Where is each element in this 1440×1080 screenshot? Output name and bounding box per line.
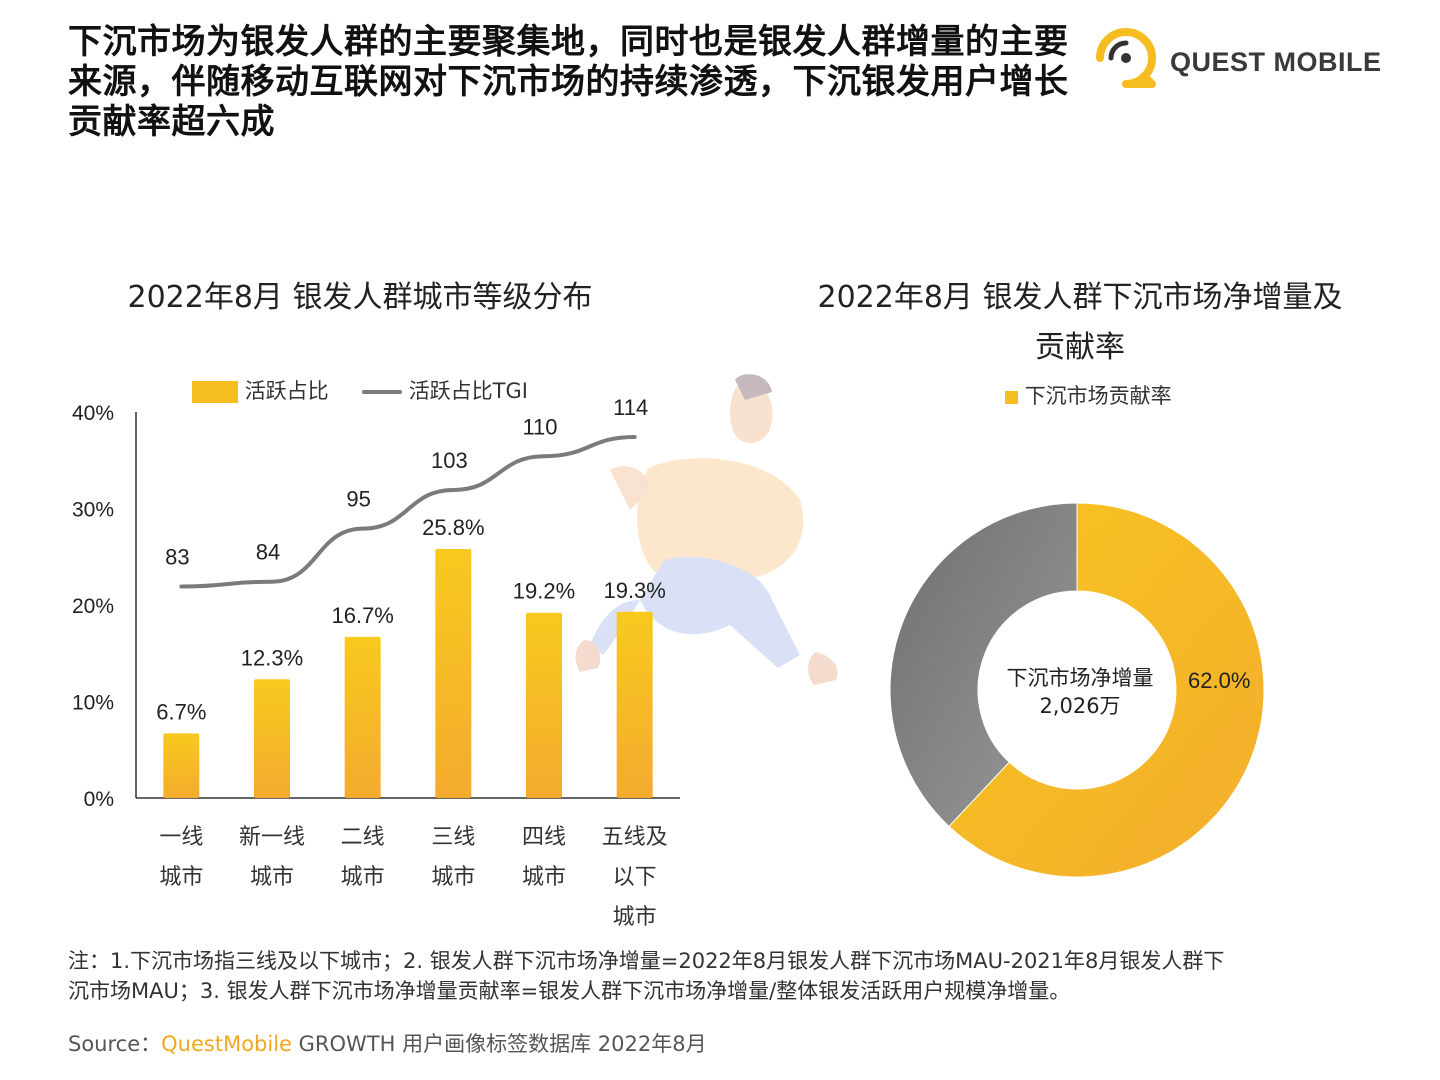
bar-chart-title: 2022年8月 银发人群城市等级分布 — [127, 280, 593, 315]
donut-slice-remainder — [889, 502, 1078, 828]
bar-value-label: 16.7% — [331, 603, 393, 628]
y-tick-label: 10% — [72, 692, 114, 715]
donut-center-line-2: 2,026万 — [1039, 694, 1121, 718]
quest-mobile-logo-icon — [1096, 28, 1156, 88]
running-person-illustration — [575, 374, 838, 685]
x-category-label: 一线 — [159, 825, 203, 850]
legend-bar-label: 活跃占比 — [244, 379, 329, 403]
footnote: 注：1.下沉市场指三线及以下城市；2. 银发人群下沉市场净增量=2022年8月银… — [68, 946, 1368, 1006]
source-line: Source：QuestMobile GROWTH 用户画像标签数据库 2022… — [68, 1028, 707, 1058]
footnote-line-1: 注：1.下沉市场指三线及以下城市；2. 银发人群下沉市场净增量=2022年8月银… — [68, 949, 1225, 973]
bar — [254, 679, 290, 798]
tgi-value-label: 110 — [522, 414, 557, 439]
y-tick-label: 30% — [72, 499, 114, 522]
x-category-label: 以下 — [613, 865, 657, 890]
x-category-label: 城市 — [613, 905, 657, 930]
legend-donut-series: 下沉市场贡献率 — [1005, 380, 1172, 410]
y-tick-label: 0% — [84, 788, 114, 811]
legend-line-swatch — [362, 390, 402, 394]
x-category-label: 五线及 — [602, 825, 668, 850]
tgi-line — [179, 434, 637, 589]
y-tick-labels: 0% 10% 20% 30% 40% — [72, 402, 114, 811]
donut-chart-title: 2022年8月 银发人群下沉市场净增量及 贡献率 — [780, 278, 1380, 368]
legend-bar-swatch — [192, 381, 238, 403]
tgi-value-label: 114 — [613, 395, 648, 420]
bar-value-label: 6.7% — [156, 699, 206, 724]
page-headline: 下沉市场为银发人群的主要聚集地，同时也是银发人群增量的主要来源，伴随移动互联网对… — [68, 22, 1069, 142]
tgi-value-label: 103 — [431, 448, 468, 473]
donut-center-label: 下沉市场净增量 2,026万 — [980, 664, 1180, 720]
donut-center-line-1: 下沉市场净增量 — [1006, 666, 1154, 690]
footnote-line-2: 沉市场MAU；3. 银发人群下沉市场净增量贡献率=银发人群下沉市场净增量/整体银… — [68, 979, 1071, 1003]
x-category-label: 二线 — [341, 825, 385, 850]
bar — [344, 636, 381, 798]
quest-mobile-logo: QUEST MOBILE — [1090, 20, 1390, 90]
legend-donut-label: 下沉市场贡献率 — [1024, 384, 1172, 408]
source-rest: GROWTH 用户画像标签数据库 2022年8月 — [291, 1032, 707, 1056]
bar-value-label: 12.3% — [241, 645, 303, 670]
tgi-value-label: 84 — [256, 540, 280, 565]
tgi-value-label: 95 — [346, 487, 370, 512]
x-category-label: 三线 — [431, 825, 475, 850]
bar-chart-axes — [135, 412, 680, 799]
source-prefix: Source： — [68, 1032, 162, 1056]
bar — [163, 733, 200, 798]
donut-slice-primary — [948, 502, 1265, 878]
donut-title-line-2: 贡献率 — [1035, 330, 1125, 365]
legend-bar-series: 活跃占比 — [192, 375, 329, 405]
bar-series — [163, 549, 653, 798]
logo-wordmark: QUEST MOBILE — [1170, 47, 1382, 77]
legend-line-label: 活跃占比TGI — [408, 379, 528, 403]
y-tick-label: 40% — [72, 402, 114, 425]
source-brand: QuestMobile — [161, 1032, 292, 1056]
x-category-label: 新一线 — [239, 825, 305, 850]
bar-value-labels: 6.7% 12.3% 16.7% 25.8% 19.2% 19.3% — [156, 515, 666, 724]
bar-value-label: 25.8% — [422, 515, 484, 540]
legend-line-series: 活跃占比TGI — [362, 375, 528, 405]
legend-donut-swatch — [1005, 390, 1018, 404]
x-category-label: 城市 — [250, 865, 294, 890]
x-category-label: 城市 — [159, 865, 203, 890]
donut-slice-label: 62.0% — [1188, 668, 1251, 693]
tgi-line-series — [179, 434, 637, 589]
donut-title-line-1: 2022年8月 银发人群下沉市场净增量及 — [817, 280, 1343, 315]
bar — [435, 549, 472, 798]
bar — [526, 612, 562, 798]
y-tick-label: 20% — [72, 595, 114, 618]
bar-value-label: 19.2% — [513, 579, 575, 604]
donut-chart — [889, 502, 1265, 878]
x-category-label: 四线 — [522, 825, 566, 850]
x-category-label: 城市 — [341, 865, 385, 890]
tgi-value-labels: 83 84 95 103 110 114 — [165, 395, 648, 570]
tgi-value-label: 83 — [165, 545, 189, 570]
x-category-label: 城市 — [431, 865, 475, 890]
bar-value-label: 19.3% — [603, 578, 665, 603]
bar — [616, 611, 653, 798]
x-category-label: 城市 — [522, 865, 566, 890]
